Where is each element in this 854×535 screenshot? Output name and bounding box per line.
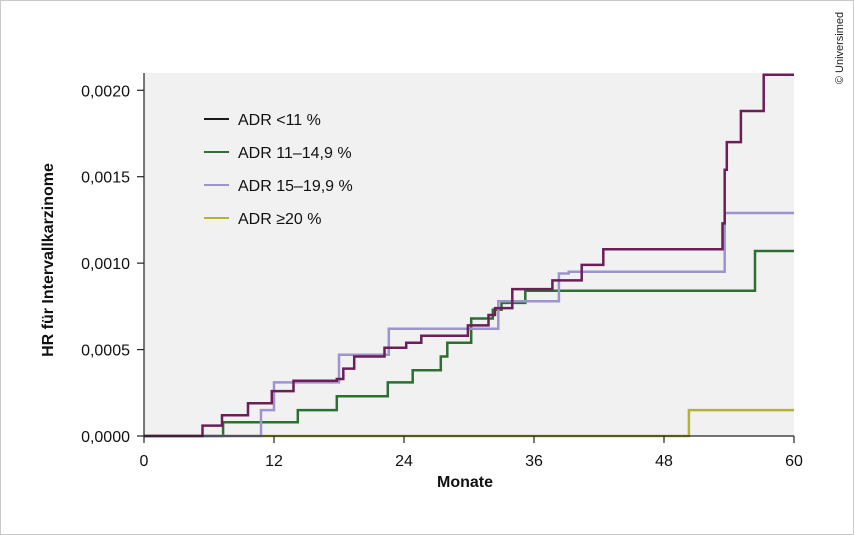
- copyright-text: © Universimed: [834, 12, 846, 84]
- series-line-2: [144, 249, 794, 438]
- legend-label-3: ADR 15–19,9 %: [238, 178, 353, 195]
- x-tick-label-2: 24: [395, 453, 413, 470]
- legend-label-2: ADR 11–14,9 %: [238, 145, 352, 162]
- x-tick-label-4: 48: [655, 453, 673, 470]
- legend-label-1: ADR <11 %: [238, 112, 321, 129]
- y-tick-label-3: 0,0015: [81, 170, 130, 187]
- series-line-1: [144, 73, 794, 438]
- axes-layer: 0 12 24 36 48 60 0,0000 0,0005 0,0010 0,0015 0,002…: [81, 73, 803, 470]
- series-line-3: [144, 211, 794, 438]
- legend-label-4: ADR ≥20 %: [238, 211, 321, 228]
- y-tick-label-2: 0,0010: [81, 256, 130, 273]
- y-axis-title: HR für Intervallkarzinome: [40, 163, 57, 357]
- x-tick-label-5: 60: [785, 453, 803, 470]
- x-tick-label-0: 0: [140, 453, 149, 470]
- y-tick-label-0: 0,0000: [81, 429, 130, 446]
- legend: ADR <11 % ADR 11–14,9 % ADR 15–19,9 % ADR ≥…: [204, 112, 353, 228]
- plot-area: [144, 73, 794, 436]
- y-tick-label-1: 0,0005: [81, 343, 130, 360]
- x-tick-label-3: 36: [525, 453, 543, 470]
- y-tick-label-4: 0,0020: [81, 83, 130, 100]
- x-tick-label-1: 12: [265, 453, 283, 470]
- x-axis-title: Monate: [437, 474, 493, 491]
